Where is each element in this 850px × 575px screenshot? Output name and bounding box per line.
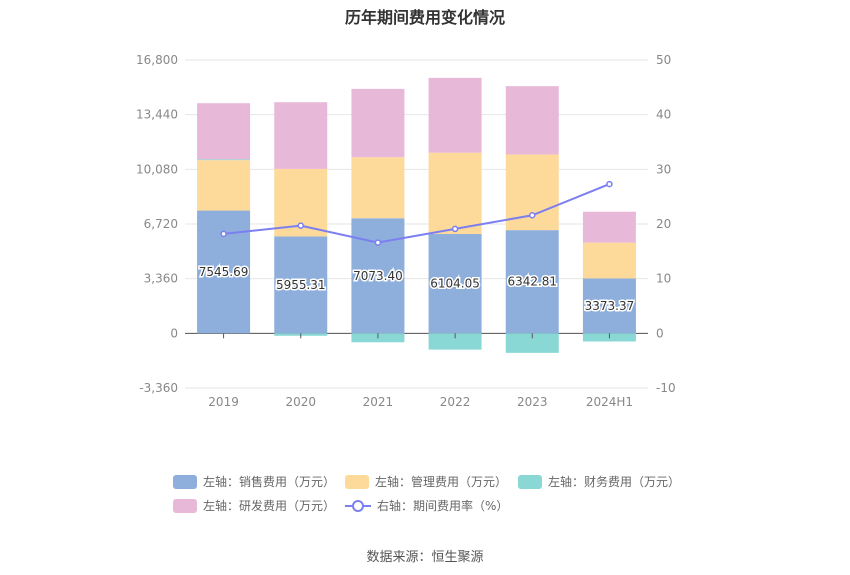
bar-data-label: 3373.37: [585, 299, 635, 313]
legend-label-finance: 左轴：财务费用（万元）: [548, 475, 681, 489]
left-tick-label: -3,360: [139, 381, 178, 395]
rate-point: [451, 225, 459, 233]
legend-label-sales: 左轴：销售费用（万元）: [203, 475, 336, 489]
legend-swatch-rd: [173, 498, 197, 513]
left-tick-label: 16,800: [136, 53, 178, 67]
bar-data-label: 6342.81: [507, 275, 557, 289]
right-tick-label: -10: [656, 381, 676, 395]
left-tick-label: 0: [170, 326, 178, 340]
rate-point: [374, 239, 382, 246]
right-tick-label: 50: [656, 53, 671, 67]
x-tick-label: 2024H1: [586, 395, 633, 409]
legend-item-admin[interactable]: 左轴：管理费用（万元）: [345, 473, 507, 490]
bar-segment-1: [197, 160, 251, 211]
bar-segment-0: [582, 278, 636, 334]
x-tick-label: 2022: [440, 395, 471, 409]
left-tick-label: 10,080: [136, 162, 178, 176]
left-tick-label: 6,720: [144, 217, 178, 231]
legend-label-rate: 右轴：期间费用率（%）: [377, 499, 509, 513]
bar-segment-3: [351, 88, 405, 158]
rate-point: [297, 222, 304, 229]
x-tick-label: 2023: [517, 395, 548, 409]
x-tick-label: 2020: [285, 395, 316, 409]
rate-point: [606, 180, 613, 188]
legend-label-admin: 左轴：管理费用（万元）: [375, 475, 508, 489]
bar-segment-1: [582, 242, 636, 279]
bar-segment-1: [351, 157, 405, 219]
left-tick-label: 3,360: [144, 272, 178, 286]
bar-data-label: 7073.40: [353, 269, 403, 283]
rate-line: [223, 183, 610, 244]
bar-segment-2: [428, 333, 482, 350]
bar-segment-3: [197, 103, 251, 160]
left-tick-label: 13,440: [136, 108, 178, 122]
x-tick-label: 2019: [208, 395, 239, 409]
bar-segment-0: [505, 230, 559, 334]
data-source: 数据来源：恒生聚源: [366, 550, 484, 565]
legend-item-sales[interactable]: 左轴：销售费用（万元）: [173, 473, 335, 490]
right-tick-label: 30: [656, 162, 671, 176]
bar-segment-3: [274, 102, 328, 169]
x-tick-label: 2021: [363, 395, 394, 409]
bar-segment-2: [505, 333, 559, 353]
right-tick-label: 20: [656, 217, 671, 231]
bar-data-label: 7545.69: [199, 265, 249, 279]
bar-segment-2: [197, 159, 251, 161]
bar-data-label: 6104.05: [430, 277, 480, 291]
legend-swatch-rate: [345, 499, 371, 512]
rate-point: [220, 230, 227, 238]
legend-swatch-sales: [173, 474, 197, 489]
legend-item-rate[interactable]: 右轴：期间费用率（%）: [345, 497, 508, 514]
bar-segment-0: [274, 236, 328, 334]
legend-label-rd: 左轴：研发费用（万元）: [203, 499, 336, 513]
bar-segment-0: [351, 218, 405, 334]
legend-item-rd[interactable]: 左轴：研发费用（万元）: [173, 497, 335, 514]
right-tick-label: 0: [656, 326, 664, 340]
right-tick-label: 10: [656, 272, 671, 286]
legend-swatch-finance: [518, 474, 542, 489]
bar-segment-1: [428, 152, 482, 235]
bar-segment-3: [428, 77, 482, 153]
right-tick-label: 40: [656, 108, 671, 122]
bar-segment-3: [582, 211, 636, 243]
rate-point: [529, 212, 536, 219]
bar-segment-0: [428, 234, 482, 334]
bar-segment-3: [505, 86, 559, 155]
bar-data-label: 5955.31: [276, 278, 326, 292]
chart-title: 历年期间费用变化情况: [344, 8, 505, 27]
legend-item-finance[interactable]: 左轴：财务费用（万元）: [518, 473, 680, 490]
legend-swatch-admin: [345, 474, 369, 489]
